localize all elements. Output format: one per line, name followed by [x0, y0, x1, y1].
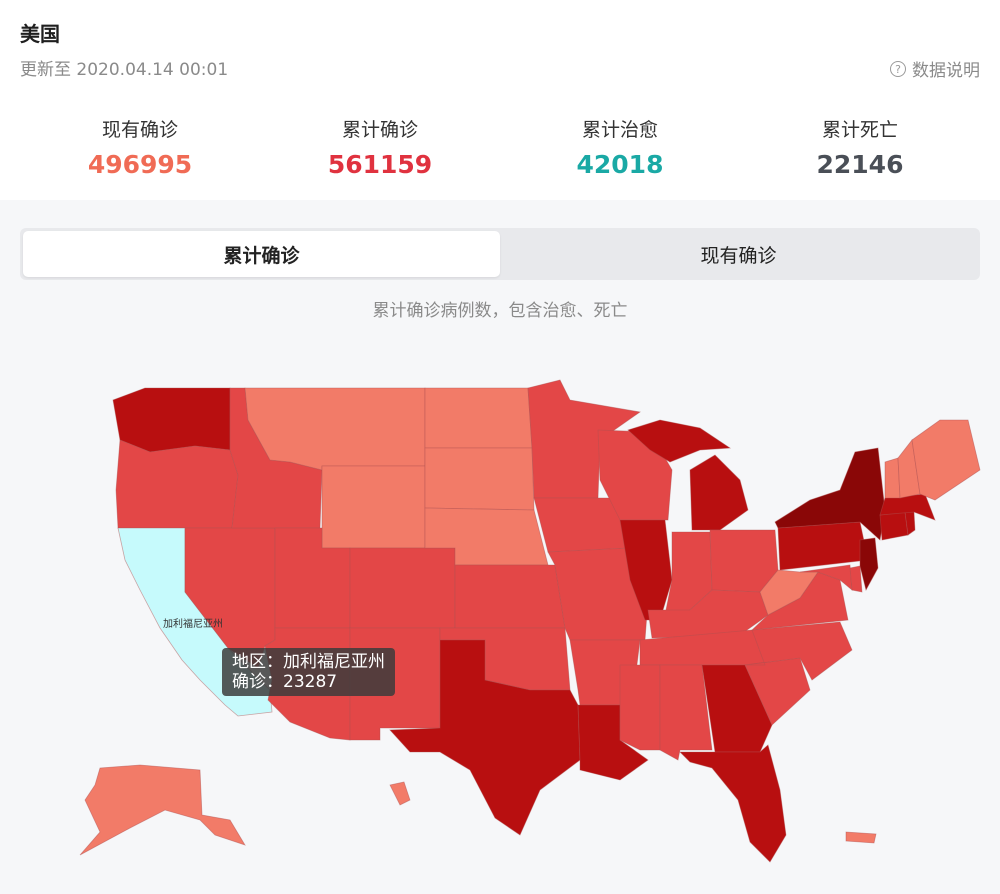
state-wyoming[interactable] — [321, 465, 426, 549]
state-maine[interactable] — [911, 419, 981, 501]
stat-value: 22146 — [816, 150, 904, 179]
state-pennsylvania[interactable] — [777, 521, 869, 571]
stat-label: 累计死亡 — [821, 119, 898, 141]
header-panel: 美国 更新至 2020.04.14 00:01 ? 数据说明 现有确诊 4969… — [0, 0, 1000, 200]
data-info-label: 数据说明 — [912, 61, 980, 81]
stat-total-recovered: 累计治愈 42018 — [500, 115, 740, 179]
stat-value: 561159 — [327, 150, 433, 179]
state-florida[interactable] — [679, 744, 787, 863]
state-delaware[interactable] — [849, 565, 863, 593]
stat-total-confirmed: 累计确诊 561159 — [260, 115, 500, 179]
state-new-jersey[interactable] — [859, 537, 879, 592]
state-montana[interactable] — [244, 387, 426, 471]
map-caption: 累计确诊病例数，包含治愈、死亡 — [372, 301, 628, 321]
state-texas[interactable] — [389, 639, 581, 836]
data-info-link[interactable]: ? 数据说明 — [890, 56, 980, 81]
state-hawaii[interactable] — [389, 781, 411, 806]
state-south-dakota[interactable] — [424, 447, 535, 511]
stat-total-deaths: 累计死亡 22146 — [740, 115, 980, 179]
state-oregon[interactable] — [115, 439, 239, 529]
map-region-label: 加利福尼亚州 — [163, 619, 223, 630]
state-connecticut[interactable] — [879, 511, 909, 541]
stat-value: 42018 — [576, 150, 664, 179]
state-vermont[interactable] — [884, 457, 901, 499]
tooltip-region: 地区：加利福尼亚州 — [232, 652, 385, 672]
stat-label: 累计确诊 — [341, 119, 418, 141]
state-colorado[interactable] — [349, 547, 456, 629]
state-north-carolina[interactable] — [744, 621, 853, 681]
view-tabs: 累计确诊 现有确诊 — [20, 228, 980, 280]
stat-label: 累计治愈 — [581, 119, 658, 141]
tab-current-confirmed[interactable]: 现有确诊 — [700, 244, 777, 267]
tab-total-confirmed[interactable]: 累计确诊 — [23, 231, 500, 277]
us-map — [79, 379, 981, 863]
update-time: 更新至 2020.04.14 00:01 — [20, 60, 229, 80]
state-new-york[interactable] — [774, 447, 886, 541]
state-washington[interactable] — [112, 387, 231, 453]
state-kansas[interactable] — [454, 564, 566, 629]
state-mississippi[interactable] — [619, 664, 661, 751]
stat-current-confirmed: 现有确诊 496995 — [20, 115, 260, 179]
state-michigan[interactable] — [689, 454, 749, 531]
question-circle-icon: ? — [890, 60, 906, 77]
state-maryland[interactable] — [799, 564, 853, 591]
state-michigan-upper[interactable] — [627, 419, 732, 463]
state-north-dakota[interactable] — [424, 387, 533, 449]
state-puerto-rico[interactable] — [845, 831, 877, 844]
state-alaska[interactable] — [79, 764, 246, 856]
page-title: 美国 — [20, 22, 60, 46]
stats-row: 现有确诊 496995 累计确诊 561159 累计治愈 42018 累计死亡 … — [20, 115, 980, 179]
stat-label: 现有确诊 — [101, 119, 178, 141]
map-tooltip: 地区：加利福尼亚州 确诊：23287 — [222, 648, 395, 696]
stat-value: 496995 — [87, 150, 193, 179]
tooltip-count: 确诊：23287 — [232, 672, 338, 692]
